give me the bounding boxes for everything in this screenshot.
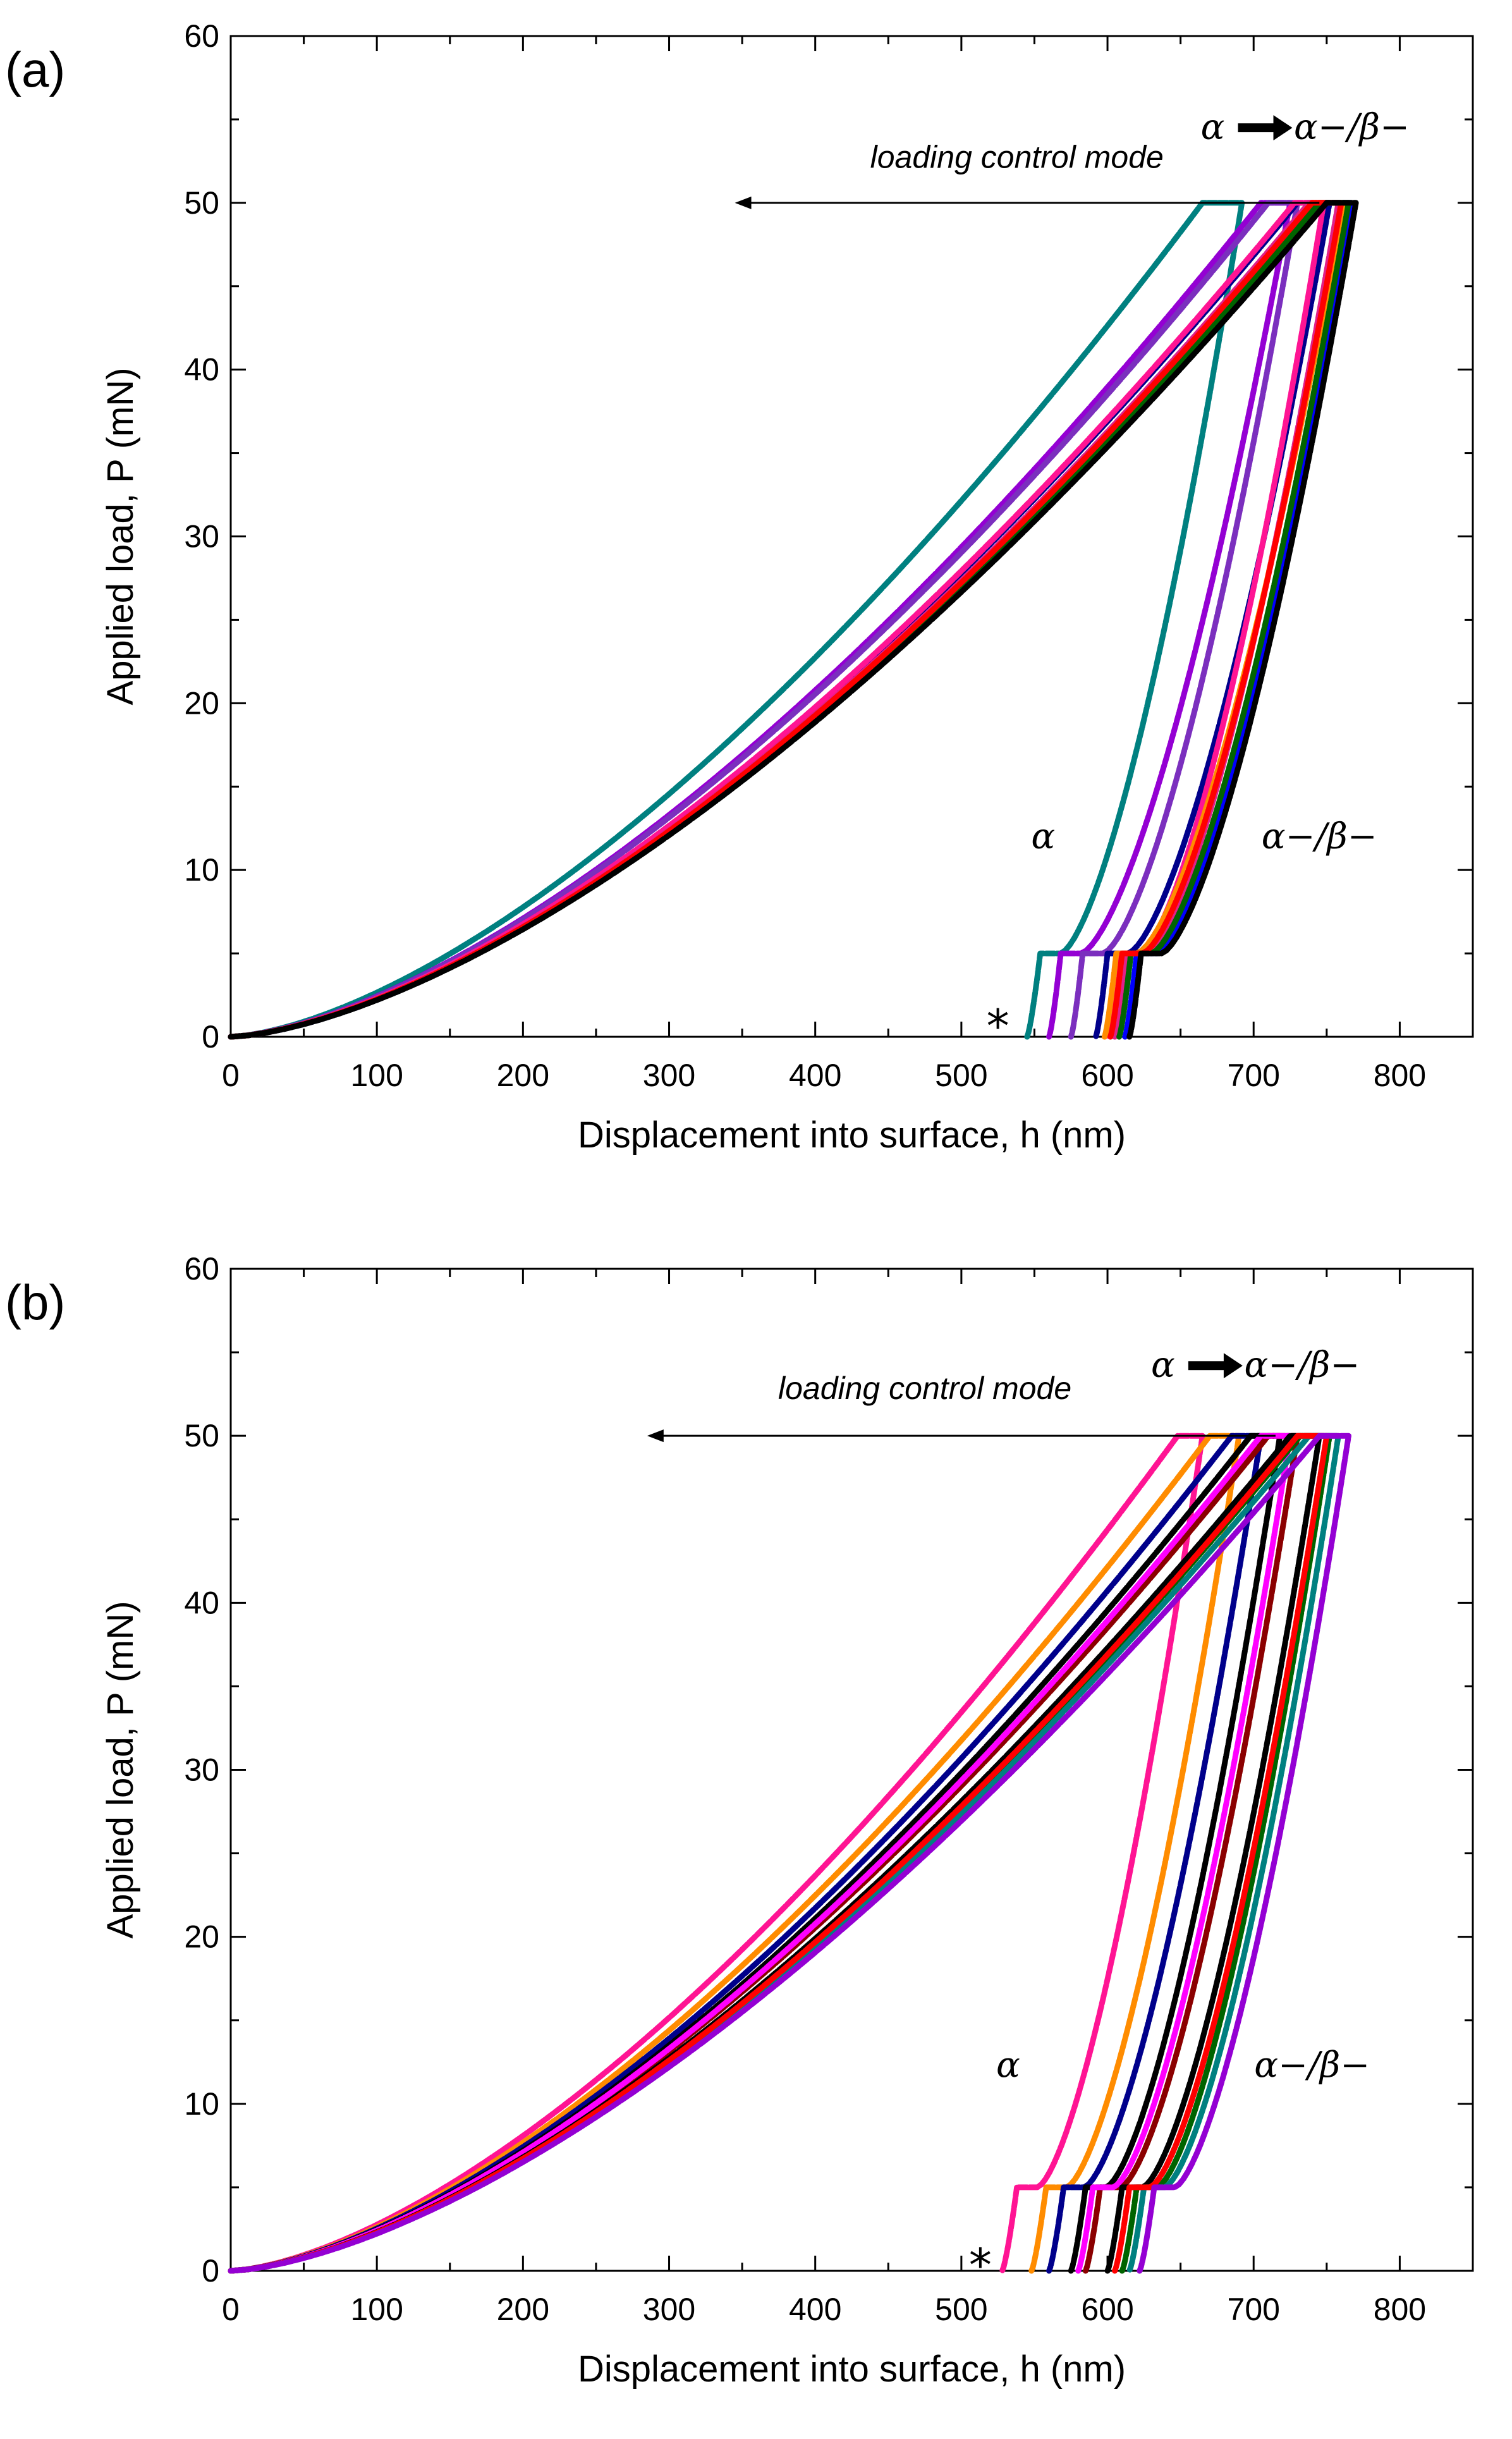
x-tick-label: 0 [222, 1058, 240, 1093]
series-line-s1 [228, 200, 1245, 1040]
y-tick-label: 30 [184, 1752, 219, 1788]
y-tick-label: 20 [184, 1919, 219, 1955]
x-tick-label: 100 [350, 2292, 403, 2327]
x-tick-label: 400 [789, 2292, 841, 2327]
y-tick-label: 30 [184, 519, 219, 554]
y-tick-label: 40 [184, 1585, 219, 1620]
y-tick-label: 60 [184, 1251, 219, 1287]
series-line-s6 [228, 1433, 1293, 2274]
series-line-s3 [228, 1433, 1264, 2274]
panel-b: (b) 0 100 200 300 400 500 600 700 800 0 10 20 30 40 50 6… [5, 1251, 1474, 2390]
x-tick-label: 700 [1228, 1058, 1280, 1093]
x-tick-label: 700 [1228, 2292, 1280, 2327]
panel-label: (a) [5, 42, 65, 97]
loading-arrow-head [735, 196, 752, 209]
y-tick-label: 60 [184, 18, 219, 54]
x-tick-label: 800 [1374, 1058, 1426, 1093]
x-tick-label: 500 [935, 2292, 987, 2327]
panel-label: (b) [5, 1275, 65, 1330]
x-tick-label: 400 [789, 1058, 841, 1093]
series-line-s9 [228, 1433, 1341, 2274]
series-line-s8 [228, 200, 1356, 1040]
transition-to-label: α−/β− [1294, 107, 1410, 148]
x-axis-title: Displacement into surface, h (nm) [578, 2349, 1126, 2390]
y-axis-title: Applied load, P (mN) [100, 1601, 141, 1938]
x-tick-label: 300 [643, 2292, 695, 2327]
alpha-beta-label: α−/β− [1262, 816, 1377, 857]
transition-arrow-body [1188, 1361, 1225, 1371]
x-tick-label: 800 [1374, 2292, 1426, 2327]
series-line-s4 [228, 1433, 1283, 2274]
series-group [228, 200, 1359, 1040]
y-tick-label: 50 [184, 1418, 219, 1453]
alpha-label: α [1031, 816, 1055, 857]
y-tick-label: 0 [202, 2253, 219, 2289]
series-line-s11 [228, 200, 1359, 1040]
x-tick-label: 600 [1081, 2292, 1133, 2327]
x-tick-label: 100 [350, 1058, 403, 1093]
loading-arrow-head [647, 1429, 664, 1443]
x-tick-label: 0 [222, 2292, 240, 2327]
alpha-label: α [996, 2045, 1020, 2086]
x-tick-label: 300 [643, 1058, 695, 1093]
series-line-s11 [228, 1433, 1351, 2274]
transition-arrow-body [1238, 123, 1275, 133]
y-tick-label: 10 [184, 2086, 219, 2122]
series-line-s2 [228, 1433, 1242, 2274]
series-line-s10 [228, 1433, 1330, 2274]
y-tick-label: 20 [184, 685, 219, 721]
x-tick-label: 600 [1081, 1058, 1133, 1093]
alpha-beta-label: α−/β− [1254, 2045, 1370, 2086]
y-tick-label: 0 [202, 1019, 219, 1054]
loading-control-label: loading control mode [870, 139, 1164, 174]
transition-arrow-head [1273, 115, 1293, 141]
y-tick-label: 40 [184, 352, 219, 388]
y-tick-label: 50 [184, 185, 219, 221]
series-group [228, 1433, 1351, 2274]
series-line-s3 [228, 200, 1301, 1040]
panel-a: (a) 0 100 200 300 400 500 600 700 800 0 10 20 30 40 50 6… [5, 18, 1474, 1156]
x-axis-title: Displacement into surface, h (nm) [578, 1115, 1126, 1156]
loading-control-label: loading control mode [778, 1371, 1071, 1406]
transition-to-label: α−/β− [1244, 1345, 1360, 1386]
y-axis-title: Applied load, P (mN) [100, 367, 141, 705]
plot-frame [229, 1268, 1474, 2272]
star-marker: * [987, 999, 1009, 1053]
series-line-s9 [228, 200, 1351, 1040]
star-marker: * [969, 2239, 992, 2292]
transition-from-label: α [1151, 1345, 1175, 1386]
transition-arrow-head [1223, 1353, 1243, 1379]
series-line-s1 [228, 1433, 1205, 2274]
transition-from-label: α [1201, 107, 1225, 148]
x-tick-label: 200 [497, 2292, 549, 2327]
x-tick-label: 500 [935, 1058, 987, 1093]
x-tick-label: 200 [497, 1058, 549, 1093]
y-tick-label: 10 [184, 852, 219, 888]
